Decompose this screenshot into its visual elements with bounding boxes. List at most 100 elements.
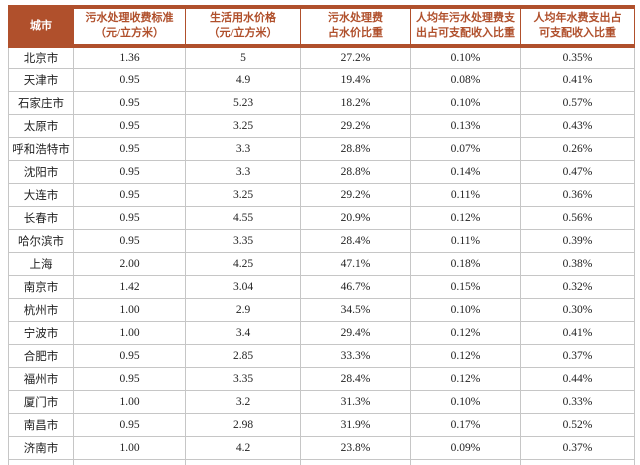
- value-cell: 47.1%: [300, 252, 411, 277]
- value-cell: 20.9%: [300, 206, 411, 231]
- value-cell: 1.00: [73, 298, 186, 323]
- value-cell: 0.95: [73, 229, 186, 254]
- table-body: 北京市 1.36 5 27.2% 0.10% 0.35% 天津市 0.95 4.9 19.4% 0.…: [8, 45, 635, 465]
- value-cell: 0.17%: [410, 413, 521, 438]
- header-row: 城市 污水处理收费标准 （元/立方米） 生活用水价格 （元/立方米） 污水处理费…: [8, 7, 635, 48]
- empty-cell: [73, 459, 186, 465]
- value-cell: 4.55: [185, 206, 301, 231]
- value-cell: 0.11%: [410, 229, 521, 254]
- column-header-water-spend-share-of-income: 人均年水费支出占 可支配收入比重: [520, 7, 635, 48]
- table-row: 南京市 1.42 3.04 46.7% 0.15% 0.32%: [8, 275, 635, 300]
- city-cell: 厦门市: [8, 390, 74, 415]
- value-cell: 0.95: [73, 91, 186, 116]
- value-cell: 2.00: [73, 252, 186, 277]
- value-cell: 46.7%: [300, 275, 411, 300]
- value-cell: 0.11%: [410, 183, 521, 208]
- table-row: 太原市 0.95 3.25 29.2% 0.13% 0.43%: [8, 114, 635, 139]
- value-cell: 0.36%: [520, 183, 635, 208]
- value-cell: 4.2: [185, 436, 301, 461]
- table-row: 杭州市 1.00 2.9 34.5% 0.10% 0.30%: [8, 298, 635, 323]
- city-cell: 南昌市: [8, 413, 74, 438]
- value-cell: 0.10%: [410, 45, 521, 70]
- value-cell: 0.08%: [410, 68, 521, 93]
- table-row: 上海 2.00 4.25 47.1% 0.18% 0.38%: [8, 252, 635, 277]
- value-cell: 0.56%: [520, 206, 635, 231]
- table-row: 天津市 0.95 4.9 19.4% 0.08% 0.41%: [8, 68, 635, 93]
- value-cell: 3.2: [185, 390, 301, 415]
- partial-row: [8, 459, 635, 465]
- value-cell: 0.41%: [520, 68, 635, 93]
- value-cell: 0.12%: [410, 206, 521, 231]
- value-cell: 0.47%: [520, 160, 635, 185]
- value-cell: 34.5%: [300, 298, 411, 323]
- table-row: 南昌市 0.95 2.98 31.9% 0.17% 0.52%: [8, 413, 635, 438]
- value-cell: 0.12%: [410, 367, 521, 392]
- value-cell: 0.37%: [520, 344, 635, 369]
- city-cell: 石家庄市: [8, 91, 74, 116]
- city-cell: 南京市: [8, 275, 74, 300]
- value-cell: 28.8%: [300, 137, 411, 162]
- value-cell: 2.85: [185, 344, 301, 369]
- value-cell: 0.15%: [410, 275, 521, 300]
- value-cell: 0.52%: [520, 413, 635, 438]
- city-cell: 哈尔滨市: [8, 229, 74, 254]
- value-cell: 3.25: [185, 114, 301, 139]
- table-row: 北京市 1.36 5 27.2% 0.10% 0.35%: [8, 45, 635, 70]
- city-cell: 杭州市: [8, 298, 74, 323]
- table-row: 沈阳市 0.95 3.3 28.8% 0.14% 0.47%: [8, 160, 635, 185]
- value-cell: 31.3%: [300, 390, 411, 415]
- column-header-sewage-spend-share-of-income: 人均年污水处理费支 出占可支配收入比重: [410, 7, 521, 48]
- value-cell: 28.8%: [300, 160, 411, 185]
- value-cell: 0.95: [73, 413, 186, 438]
- table-row: 合肥市 0.95 2.85 33.3% 0.12% 0.37%: [8, 344, 635, 369]
- value-cell: 0.95: [73, 344, 186, 369]
- city-cell: 合肥市: [8, 344, 74, 369]
- city-cell: 北京市: [8, 45, 74, 70]
- value-cell: 0.10%: [410, 390, 521, 415]
- empty-cell: [8, 459, 74, 465]
- value-cell: 1.00: [73, 436, 186, 461]
- table-header: 城市 污水处理收费标准 （元/立方米） 生活用水价格 （元/立方米） 污水处理费…: [8, 7, 635, 48]
- value-cell: 3.35: [185, 229, 301, 254]
- city-cell: 大连市: [8, 183, 74, 208]
- column-header-city: 城市: [8, 7, 74, 48]
- empty-cell: [410, 459, 521, 465]
- value-cell: 0.10%: [410, 91, 521, 116]
- water-fee-table: 城市 污水处理收费标准 （元/立方米） 生活用水价格 （元/立方米） 污水处理费…: [8, 5, 635, 465]
- value-cell: 3.3: [185, 137, 301, 162]
- value-cell: 0.12%: [410, 321, 521, 346]
- value-cell: 0.07%: [410, 137, 521, 162]
- city-cell: 呼和浩特市: [8, 137, 74, 162]
- value-cell: 3.3: [185, 160, 301, 185]
- city-cell: 长春市: [8, 206, 74, 231]
- value-cell: 0.09%: [410, 436, 521, 461]
- value-cell: 0.38%: [520, 252, 635, 277]
- column-header-fee-share-of-water-price: 污水处理费 占水价比重: [300, 7, 411, 48]
- value-cell: 1.00: [73, 321, 186, 346]
- table-row: 厦门市 1.00 3.2 31.3% 0.10% 0.33%: [8, 390, 635, 415]
- table-row: 石家庄市 0.95 5.23 18.2% 0.10% 0.57%: [8, 91, 635, 116]
- city-cell: 太原市: [8, 114, 74, 139]
- value-cell: 3.25: [185, 183, 301, 208]
- value-cell: 2.9: [185, 298, 301, 323]
- value-cell: 1.36: [73, 45, 186, 70]
- city-cell: 沈阳市: [8, 160, 74, 185]
- value-cell: 28.4%: [300, 229, 411, 254]
- value-cell: 0.57%: [520, 91, 635, 116]
- value-cell: 31.9%: [300, 413, 411, 438]
- value-cell: 1.00: [73, 390, 186, 415]
- value-cell: 5: [185, 45, 301, 70]
- column-header-domestic-water-price: 生活用水价格 （元/立方米）: [185, 7, 301, 48]
- value-cell: 0.95: [73, 68, 186, 93]
- value-cell: 0.30%: [520, 298, 635, 323]
- value-cell: 0.44%: [520, 367, 635, 392]
- value-cell: 0.95: [73, 206, 186, 231]
- city-cell: 天津市: [8, 68, 74, 93]
- value-cell: 1.42: [73, 275, 186, 300]
- value-cell: 5.23: [185, 91, 301, 116]
- value-cell: 0.32%: [520, 275, 635, 300]
- value-cell: 0.35%: [520, 45, 635, 70]
- value-cell: 19.4%: [300, 68, 411, 93]
- table-row: 哈尔滨市 0.95 3.35 28.4% 0.11% 0.39%: [8, 229, 635, 254]
